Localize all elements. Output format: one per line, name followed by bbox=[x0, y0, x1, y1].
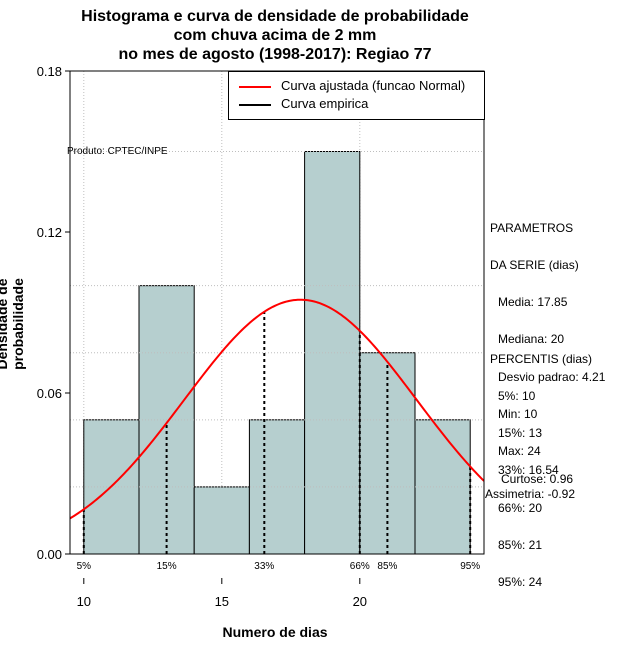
parametros-heading-2: DA SERIE (dias) bbox=[490, 258, 579, 273]
legend: Curva ajustada (funcao Normal) Curva emp… bbox=[228, 71, 485, 120]
legend-swatch-normal bbox=[239, 85, 271, 88]
percentil-33: 33%: 16.54 bbox=[498, 463, 559, 478]
percentil-85: 85%: 21 bbox=[498, 537, 543, 552]
legend-item-empirica: Curva empirica bbox=[239, 96, 368, 112]
param-desvio: Desvio padrao: 4.21 bbox=[498, 369, 606, 384]
percentile-label: 5% bbox=[77, 561, 92, 572]
percentile-label: 66% bbox=[350, 561, 370, 572]
chart-title-line-3: no mes de agosto (1998-2017): Regiao 77 bbox=[118, 46, 432, 63]
param-media: Media: 17.85 bbox=[498, 295, 568, 310]
percentile-label: 33% bbox=[254, 561, 274, 572]
y-tick-label: 0.06 bbox=[37, 386, 62, 401]
x-tick-label: 10 bbox=[77, 594, 91, 609]
x-axis-label: Numero de dias bbox=[222, 624, 328, 640]
y-tick-label: 0.12 bbox=[37, 225, 62, 240]
percentil-66: 66%: 20 bbox=[498, 500, 543, 515]
produto-annotation: Produto: CPTEC/INPE bbox=[67, 146, 168, 157]
legend-item-normal: Curva ajustada (funcao Normal) bbox=[239, 78, 465, 94]
param-max: Max: 24 bbox=[498, 444, 541, 459]
y-tick-label: 0.00 bbox=[37, 547, 62, 562]
percentil-5: 5%: 10 bbox=[498, 389, 536, 404]
assimetria-text: Assimetria: -0.92 bbox=[485, 487, 576, 501]
parametros-heading-1: PARAMETROS bbox=[490, 220, 574, 235]
percentil-95: 95%: 24 bbox=[498, 575, 543, 590]
chart-title-line-1: Histograma e curva de densidade de proba… bbox=[81, 8, 469, 25]
curtose-text: Curtose: 0.96 bbox=[501, 472, 574, 486]
parametros-panel: PARAMETROS DA SERIE (dias) Media: 17.85 … bbox=[490, 197, 605, 470]
histogram-bar bbox=[193, 486, 250, 555]
histogram-bar bbox=[304, 151, 361, 555]
param-mediana: Mediana: 20 bbox=[498, 332, 565, 347]
y-axis-label: Densidade de probabilidade bbox=[0, 278, 26, 370]
chart-title-line-2: com chuva acima de 2 mm bbox=[173, 27, 377, 44]
y-tick-label: 0.18 bbox=[37, 64, 62, 79]
percentil-15: 15%: 13 bbox=[498, 426, 543, 441]
legend-label-normal: Curva ajustada (funcao Normal) bbox=[281, 78, 466, 93]
percentile-label: 85% bbox=[377, 561, 397, 572]
percentis-panel: PERCENTIS (dias) 5%: 10 15%: 13 33%: 16.… bbox=[490, 328, 592, 601]
x-tick-label: 15 bbox=[215, 594, 229, 609]
percentile-label: 15% bbox=[157, 561, 177, 572]
legend-swatch-empirica bbox=[239, 103, 271, 106]
percentile-label: 95% bbox=[460, 561, 480, 572]
x-tick-label: 20 bbox=[353, 594, 367, 609]
legend-label-empirica: Curva empirica bbox=[281, 96, 369, 111]
percentis-heading: PERCENTIS (dias) bbox=[490, 351, 593, 366]
param-min: Min: 10 bbox=[498, 406, 538, 421]
normal-curve bbox=[70, 298, 484, 520]
